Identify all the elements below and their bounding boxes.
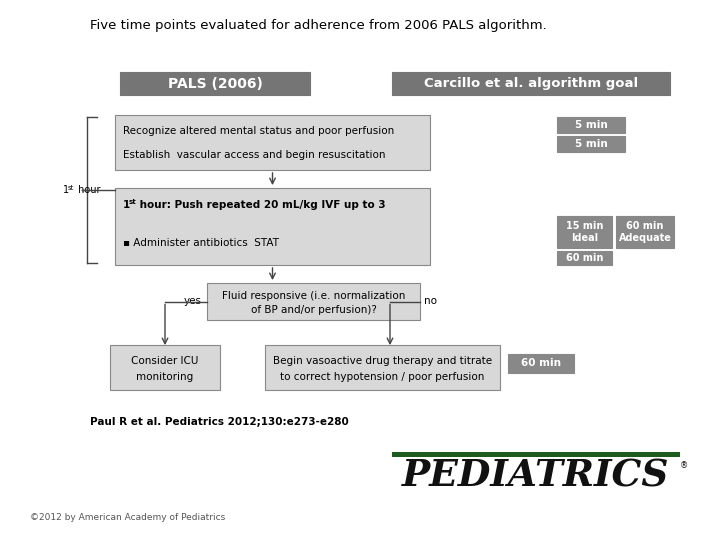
Bar xyxy=(392,452,680,457)
FancyBboxPatch shape xyxy=(557,117,625,133)
FancyBboxPatch shape xyxy=(115,188,430,265)
Text: ©2012 by American Academy of Pediatrics: ©2012 by American Academy of Pediatrics xyxy=(30,512,225,522)
FancyBboxPatch shape xyxy=(392,72,670,95)
Text: hour: Push repeated 20 mL/kg IVF up to 3: hour: Push repeated 20 mL/kg IVF up to 3 xyxy=(136,200,386,210)
Text: st: st xyxy=(68,185,74,191)
FancyBboxPatch shape xyxy=(616,216,674,248)
Text: of BP and/or perfusion)?: of BP and/or perfusion)? xyxy=(251,305,377,315)
Text: st: st xyxy=(128,199,136,205)
Text: yes: yes xyxy=(184,296,202,307)
Text: Fluid responsive (i.e. normalization: Fluid responsive (i.e. normalization xyxy=(222,291,405,301)
FancyBboxPatch shape xyxy=(557,136,625,152)
Text: Five time points evaluated for adherence from 2006 PALS algorithm.: Five time points evaluated for adherence… xyxy=(90,19,546,32)
FancyBboxPatch shape xyxy=(207,283,420,320)
Text: 1: 1 xyxy=(63,185,69,195)
FancyBboxPatch shape xyxy=(265,345,500,390)
Text: 60 min: 60 min xyxy=(521,359,561,368)
Text: Consider ICU: Consider ICU xyxy=(131,356,199,366)
Text: Begin vasoactive drug therapy and titrate: Begin vasoactive drug therapy and titrat… xyxy=(273,356,492,366)
FancyBboxPatch shape xyxy=(115,115,430,170)
Text: 60 min: 60 min xyxy=(566,253,603,263)
FancyBboxPatch shape xyxy=(110,345,220,390)
Text: Carcillo et al. algorithm goal: Carcillo et al. algorithm goal xyxy=(424,77,638,90)
Text: Recognize altered mental status and poor perfusion: Recognize altered mental status and poor… xyxy=(123,126,395,137)
Text: 60 min
Adequate: 60 min Adequate xyxy=(618,221,672,243)
Text: 5 min: 5 min xyxy=(575,139,608,149)
FancyBboxPatch shape xyxy=(120,72,310,95)
Text: 15 min
Ideal: 15 min Ideal xyxy=(566,221,603,243)
Text: Paul R et al. Pediatrics 2012;130:e273-e280: Paul R et al. Pediatrics 2012;130:e273-e… xyxy=(90,417,348,427)
Text: 5 min: 5 min xyxy=(575,120,608,130)
FancyBboxPatch shape xyxy=(557,216,612,248)
Text: ▪ Administer antibiotics  STAT: ▪ Administer antibiotics STAT xyxy=(123,239,279,248)
Text: 1: 1 xyxy=(123,200,130,210)
FancyBboxPatch shape xyxy=(557,251,612,265)
Text: PALS (2006): PALS (2006) xyxy=(168,77,262,91)
Text: ®: ® xyxy=(680,462,688,470)
Text: PEDIATRICS: PEDIATRICS xyxy=(402,457,670,495)
Text: Establish  vascular access and begin resuscitation: Establish vascular access and begin resu… xyxy=(123,150,385,160)
Text: monitoring: monitoring xyxy=(136,373,194,382)
Text: no: no xyxy=(424,296,437,307)
Text: hour: hour xyxy=(75,185,101,195)
FancyBboxPatch shape xyxy=(508,354,574,373)
Text: to correct hypotension / poor perfusion: to correct hypotension / poor perfusion xyxy=(280,373,485,382)
